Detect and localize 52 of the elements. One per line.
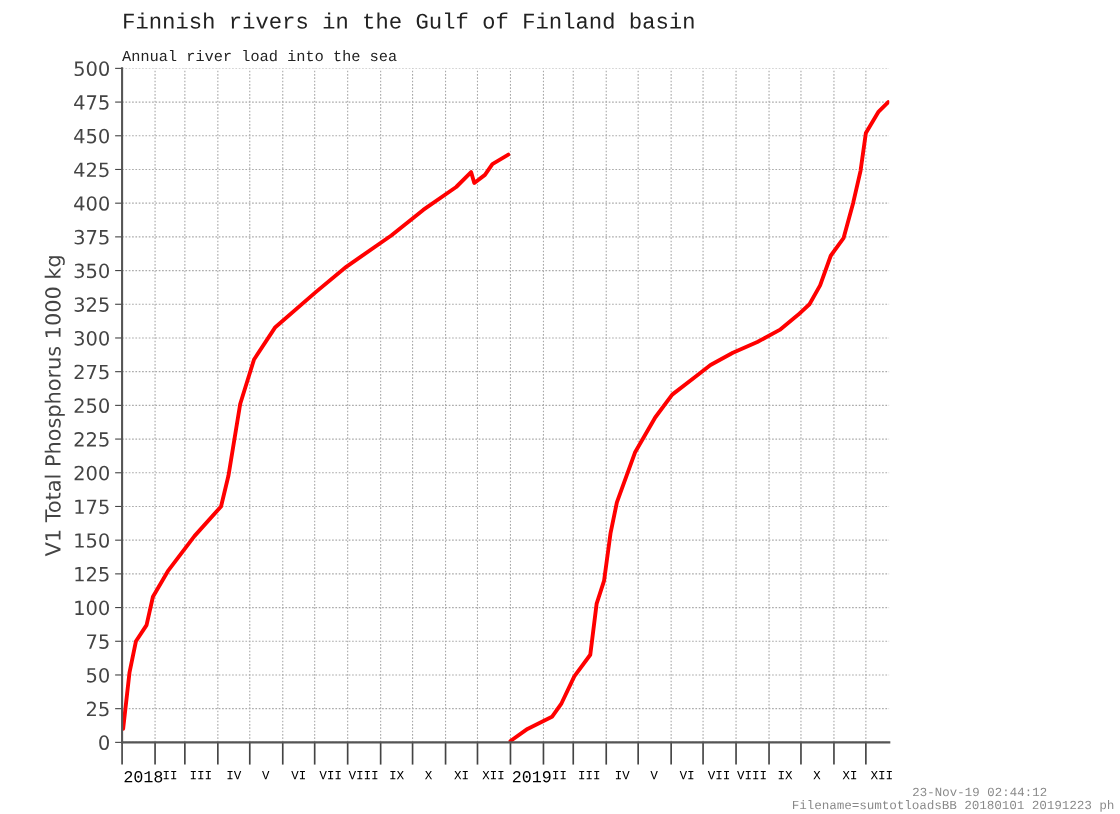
x-tick-label: V (262, 770, 270, 780)
x-tick-label: VII (319, 770, 341, 780)
text: Filename=sumtotloadsBB 20180101 20191223 ph (793, 800, 1114, 812)
x-tick-label: V (650, 770, 658, 780)
y-tick-label: 225 (74, 432, 109, 447)
y-tick-label: 300 (74, 330, 109, 346)
x-tick-label: IV (615, 770, 630, 780)
x-tick-label: XII (482, 770, 504, 780)
y-tick-label: 475 (74, 95, 109, 110)
x-tick-label: III (190, 770, 211, 780)
y-tick-label: 400 (74, 196, 109, 211)
y-tick-label: 0 (99, 735, 109, 751)
chart-title: Finnish rivers in the Gulf of Finland basin (124, 12, 694, 29)
y-axis-title: V1 Total Phosphorus 1000 kg (44, 256, 65, 557)
y-tick-label: 125 (75, 566, 109, 582)
y-tick-label: 325 (74, 297, 109, 312)
y-tick-label: 100 (75, 600, 109, 616)
x-tick-label: VIII (348, 770, 378, 780)
y-tick-label: 250 (74, 398, 109, 414)
y-tick-label: 150 (75, 533, 109, 548)
x-tick-label: VII (707, 770, 730, 780)
y-tick-label: 450 (74, 128, 109, 144)
x-tick-label: III (579, 770, 600, 780)
y-tick-label: 50 (87, 667, 109, 683)
y-tick-label: 500 (74, 61, 109, 77)
y-tick-label: 25 (86, 701, 109, 717)
x-tick-label: IX (390, 770, 404, 780)
x-tick-label: X (813, 770, 821, 780)
y-tick-label: 175 (75, 499, 109, 515)
x-tick-label: II (163, 770, 177, 780)
y-tick-label: 375 (74, 229, 109, 245)
x-tick-label: XI (842, 770, 857, 780)
x-tick-label: VI (679, 770, 694, 780)
y-tick-label: 200 (74, 465, 109, 481)
x-tick-label: 2019 (512, 771, 551, 783)
x-tick-label: XII (870, 770, 892, 780)
text: 23-Nov-19 02:44:12 (913, 787, 1047, 797)
line-series (508, 100, 890, 743)
x-tick-label: IX (778, 770, 793, 780)
x-tick-label: 2018 (124, 771, 163, 783)
y-tick-label: 425 (74, 162, 109, 178)
x-tick-label: II (553, 770, 566, 780)
x-tick-label: X (425, 770, 433, 780)
chart-subtitle: Annual river load into the sea (122, 49, 397, 62)
y-tick-label: 275 (74, 364, 109, 380)
y-tick-label: 75 (87, 634, 109, 649)
x-tick-label: VIII (737, 770, 766, 780)
line-series (122, 152, 511, 731)
y-tick-label: 350 (74, 263, 109, 279)
x-tick-label: XI (454, 770, 468, 780)
x-tick-label: IV (227, 770, 242, 780)
x-tick-label: VI (291, 770, 305, 780)
